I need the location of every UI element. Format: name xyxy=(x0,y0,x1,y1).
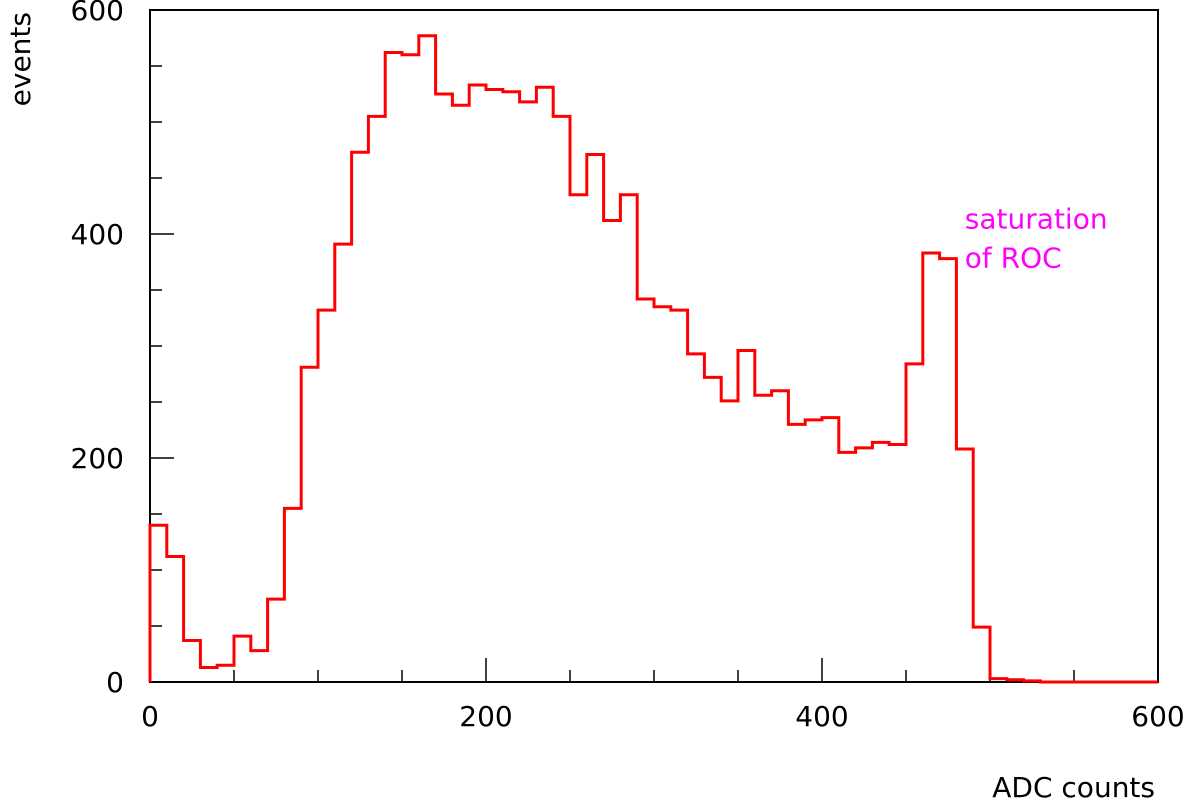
y-tick-label: 600 xyxy=(71,0,124,27)
histogram-bin xyxy=(604,221,621,682)
histogram-bin xyxy=(318,310,335,682)
histogram-bin xyxy=(335,244,352,682)
histogram-bin xyxy=(167,557,184,682)
histogram-bin xyxy=(822,418,839,682)
histogram-bin xyxy=(234,636,251,682)
histogram-bin xyxy=(620,195,637,682)
histogram-bin xyxy=(268,599,285,682)
histogram-bin xyxy=(872,442,889,682)
histogram-bin xyxy=(536,87,553,682)
y-tick-label: 200 xyxy=(71,442,124,475)
histogram-bin xyxy=(402,55,419,682)
axis-ticks xyxy=(149,9,1159,683)
annotations: 4000 electrons saturation of ROC xyxy=(405,0,1107,275)
histogram-bin xyxy=(671,310,688,682)
histogram-bin xyxy=(352,152,369,682)
histogram-bin xyxy=(385,53,402,682)
histogram-bin xyxy=(520,102,537,682)
histogram-bin xyxy=(368,116,385,682)
chart-annotation: 4000 electrons xyxy=(405,0,614,4)
histogram-bin xyxy=(738,350,755,682)
histogram-bin xyxy=(200,667,217,682)
histogram-bin xyxy=(587,154,604,682)
histogram-bin xyxy=(704,377,721,682)
x-tick-label: 0 xyxy=(141,700,159,733)
histogram-bin xyxy=(419,36,436,682)
chart-annotation: of ROC xyxy=(965,242,1062,275)
x-tick-label: 200 xyxy=(459,700,512,733)
histogram-bin xyxy=(721,401,738,682)
histogram-bin xyxy=(284,508,301,682)
histogram-bin xyxy=(906,364,923,682)
histogram-bin xyxy=(452,105,469,682)
histogram-bin xyxy=(469,85,486,682)
histogram-bin xyxy=(772,391,789,682)
histogram-bin xyxy=(839,452,856,682)
histogram-bin xyxy=(553,116,570,682)
y-tick-label: 400 xyxy=(71,218,124,251)
histogram-bin xyxy=(570,195,587,682)
histogram-bin xyxy=(940,259,957,682)
histogram-bin xyxy=(184,641,201,682)
histogram-bin xyxy=(251,651,268,682)
histogram-bin xyxy=(923,253,940,682)
histogram-bin xyxy=(217,665,234,682)
histogram-bin xyxy=(973,627,990,682)
histogram-bin xyxy=(301,367,318,682)
axis-tick-labels: 0 200 400 600 0 200 400 600 xyxy=(71,0,1185,733)
histogram-bin xyxy=(788,424,805,682)
histogram-series-line xyxy=(148,34,1158,684)
x-axis-label: ADC counts xyxy=(992,771,1155,802)
histogram-bin xyxy=(150,525,167,682)
histogram-bin xyxy=(956,449,973,682)
histogram-bin xyxy=(856,448,873,682)
chart-annotation: saturation xyxy=(965,202,1108,235)
histogram-bin xyxy=(436,94,453,682)
histogram-bin xyxy=(654,307,671,682)
histogram-bin xyxy=(503,92,520,682)
x-tick-label: 600 xyxy=(1131,700,1184,733)
histogram-bin xyxy=(805,420,822,682)
histogram-bin xyxy=(688,354,705,682)
plot-frame xyxy=(149,9,1159,683)
histogram-bin xyxy=(755,395,772,682)
x-tick-label: 400 xyxy=(795,700,848,733)
histogram-bin xyxy=(486,90,503,682)
y-tick-label: 0 xyxy=(106,666,124,699)
histogram-bin xyxy=(637,299,654,682)
histogram-bin xyxy=(889,445,906,682)
y-axis-label: events xyxy=(4,12,37,106)
